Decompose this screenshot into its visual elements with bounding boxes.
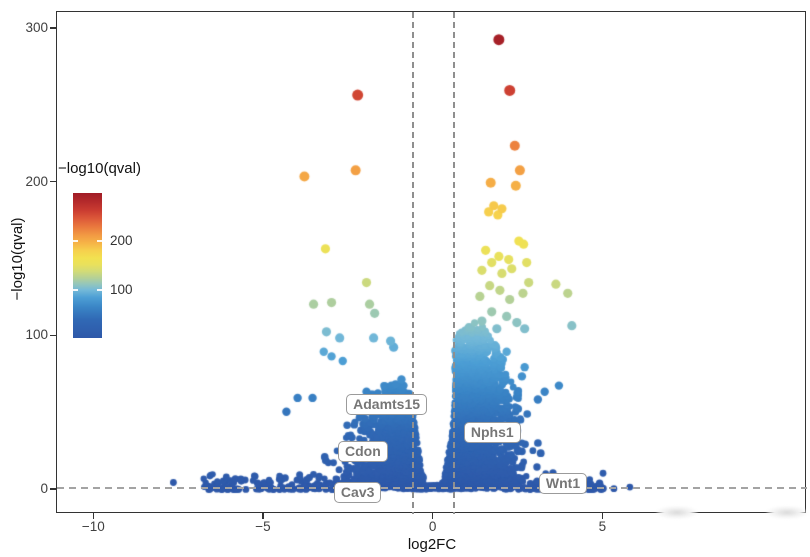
- x-axis-title: log2FC: [407, 536, 457, 553]
- y-tick-label: 0: [40, 481, 48, 497]
- colorbar-tick-label: 200: [110, 233, 133, 248]
- watermark-smudge: [656, 506, 698, 519]
- gene-label-wnt1: Wnt1: [538, 472, 588, 494]
- plot-panel: Adamts15 Cdon Cav3 Nphs1 Wnt1: [56, 11, 807, 514]
- gene-label-cdon: Cdon: [337, 440, 388, 462]
- gene-label-nphs1: Nphs1: [463, 422, 521, 444]
- y-tick-mark: [50, 180, 56, 183]
- x-tick-label: 0: [428, 519, 437, 534]
- x-tick-label: −10: [81, 519, 105, 534]
- x-tick-label: 5: [598, 519, 607, 534]
- gene-label-cav3: Cav3: [333, 482, 382, 504]
- colorbar-tick-mark: [97, 239, 102, 243]
- colorbar-tick-label: 100: [110, 281, 133, 297]
- x-tick-mark: [601, 513, 604, 519]
- colorbar-tick-mark: [97, 288, 102, 292]
- colorbar-tick-mark: [73, 288, 78, 292]
- colorbar-tick-mark: [73, 239, 78, 243]
- y-tick-label: 300: [25, 19, 48, 35]
- significance-threshold-line: [57, 487, 807, 490]
- y-tick-mark: [50, 334, 56, 337]
- fc-threshold-line-left: [412, 12, 415, 514]
- x-tick-mark: [262, 513, 264, 519]
- legend-title: −log10(qval): [58, 160, 141, 177]
- y-tick-label: 200: [25, 173, 48, 189]
- y-tick-mark: [50, 488, 56, 490]
- watermark-smudge: [766, 506, 808, 519]
- fc-threshold-line-right: [453, 12, 456, 514]
- y-tick-label: 100: [25, 327, 48, 343]
- colorbar-gradient: [73, 193, 102, 338]
- x-tick-label: −5: [255, 519, 271, 534]
- x-tick-mark: [431, 513, 434, 519]
- y-axis-title: −log10(qval): [9, 217, 26, 301]
- x-tick-mark: [92, 513, 95, 519]
- gene-label-adamts15: Adamts15: [346, 393, 428, 415]
- scatter-points-canvas: [57, 12, 807, 514]
- y-tick-mark: [50, 27, 56, 29]
